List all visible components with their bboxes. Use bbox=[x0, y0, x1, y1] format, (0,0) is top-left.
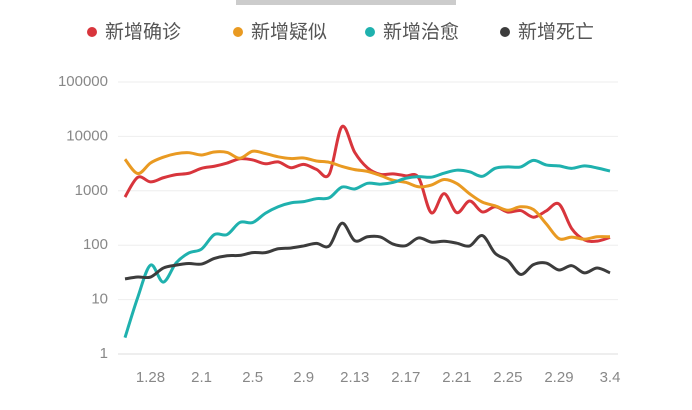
x-tick-label: 1.28 bbox=[136, 369, 165, 386]
legend-marker bbox=[365, 27, 375, 37]
x-tick-label: 2.25 bbox=[493, 369, 522, 386]
legend-marker bbox=[233, 27, 243, 37]
x-tick-label: 3.4 bbox=[600, 369, 621, 386]
y-tick-label: 10 bbox=[91, 291, 108, 308]
line-series bbox=[123, 158, 611, 339]
legend-marker bbox=[500, 27, 510, 37]
x-tick-label: 2.1 bbox=[191, 369, 212, 386]
x-tick-label: 2.21 bbox=[442, 369, 471, 386]
x-tick-label: 2.13 bbox=[340, 369, 369, 386]
x-tick-label: 2.9 bbox=[293, 369, 314, 386]
legend-label: 新增疑似 bbox=[251, 21, 327, 43]
legend-label: 新增死亡 bbox=[518, 21, 594, 43]
legend-label: 新增治愈 bbox=[383, 21, 459, 43]
x-tick-label: 2.29 bbox=[544, 369, 573, 386]
y-tick-label: 10000 bbox=[66, 127, 108, 144]
x-tick-label: 2.5 bbox=[242, 369, 263, 386]
y-tick-label: 1 bbox=[100, 345, 108, 362]
legend-label: 新增确诊 bbox=[105, 21, 181, 43]
scroll-indicator bbox=[236, 0, 456, 5]
legend-marker bbox=[87, 27, 97, 37]
x-tick-label: 2.17 bbox=[391, 369, 420, 386]
y-tick-label: 100 bbox=[83, 236, 108, 253]
line-series bbox=[123, 124, 611, 243]
line-series bbox=[123, 149, 611, 241]
y-tick-label: 1000 bbox=[75, 182, 108, 199]
y-tick-label: 100000 bbox=[58, 73, 108, 90]
line-series bbox=[124, 221, 611, 281]
